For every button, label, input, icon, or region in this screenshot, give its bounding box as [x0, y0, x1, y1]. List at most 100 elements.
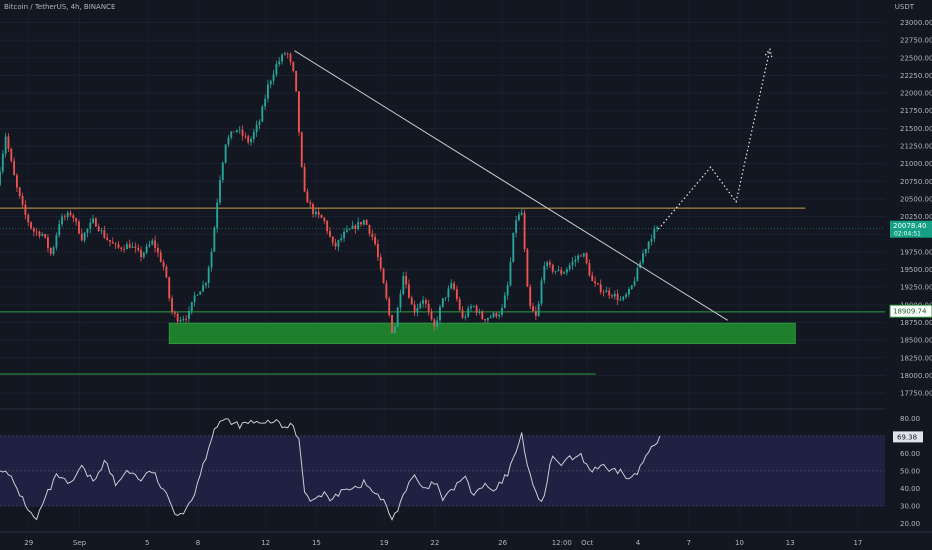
candle-body: [337, 240, 340, 247]
candle-body: [391, 314, 393, 333]
candle-body: [255, 124, 258, 133]
candle-body: [10, 148, 13, 161]
candle-body: [379, 257, 382, 269]
candle-body: [368, 224, 371, 234]
candle-body: [289, 53, 292, 62]
candle-body: [461, 309, 464, 318]
candle-body: [269, 80, 272, 85]
price-tick-label: 20750.00: [900, 178, 932, 186]
candle-body: [75, 218, 78, 222]
candle-body: [193, 295, 196, 302]
candle-body: [13, 160, 16, 176]
candle-body: [298, 91, 300, 133]
candle-body: [450, 283, 453, 289]
candle-body: [455, 289, 458, 300]
candle-body: [374, 236, 377, 244]
candle-body: [21, 196, 24, 205]
candle-body: [92, 218, 94, 223]
marked-level-label: 18909.74: [893, 308, 927, 316]
candle-body: [252, 132, 255, 139]
candle-body: [109, 240, 111, 242]
price-tick-label: 18000.00: [900, 372, 932, 380]
candle-body: [472, 305, 475, 307]
price-tick-label: 21500.00: [900, 125, 932, 133]
candle-body: [537, 303, 540, 316]
rsi-tick-label: 20.00: [900, 520, 920, 528]
candle-body: [157, 247, 159, 253]
candle-body: [303, 166, 306, 192]
rsi-value-label: 69.38: [897, 433, 917, 441]
candle-body: [238, 129, 241, 131]
marked-level-tag: [889, 304, 932, 318]
candle-body: [159, 252, 162, 263]
price-tick-label: 18500.00: [900, 337, 932, 345]
candle-body: [371, 233, 374, 237]
candle-body: [78, 221, 80, 234]
candle-body: [365, 220, 368, 225]
candle-body: [196, 294, 199, 296]
candle-body: [594, 281, 597, 284]
candle-body: [89, 222, 92, 229]
candle-body: [213, 227, 216, 252]
last-price-tag: [890, 220, 932, 238]
time-tick-label: 12:00: [552, 539, 572, 547]
price-tick-label: 17750.00: [900, 390, 932, 398]
candle-body: [636, 268, 639, 281]
candle-body: [128, 244, 131, 248]
candle-body: [627, 289, 630, 295]
candle-body: [568, 265, 571, 270]
candle-body: [470, 306, 472, 309]
candle-body: [86, 228, 89, 233]
price-tick-label: 20500.00: [900, 195, 932, 203]
projection-path: [657, 49, 771, 230]
candle-body: [534, 311, 537, 316]
candle-body: [171, 298, 173, 313]
candle-body: [467, 308, 470, 317]
candle-body: [492, 313, 495, 317]
candle-body: [506, 285, 509, 296]
rsi-tick-label: 50.00: [900, 467, 920, 475]
candle-body: [360, 222, 362, 225]
rsi-tick-label: 60.00: [900, 450, 920, 458]
candle-body: [498, 314, 501, 317]
price-tick-label: 19500.00: [900, 266, 932, 274]
candle-body: [393, 326, 396, 333]
candle-body: [549, 262, 551, 265]
candle-body: [343, 231, 346, 239]
candle-body: [320, 214, 323, 218]
candle-body: [560, 269, 563, 274]
candle-body: [532, 306, 534, 312]
candle-body: [422, 300, 424, 304]
candle-body: [642, 253, 644, 263]
candle-body: [650, 238, 653, 242]
candle-body: [644, 249, 647, 254]
price-tick-label: 20250.00: [900, 213, 932, 221]
candle-body: [630, 285, 633, 290]
candle-body: [458, 299, 461, 310]
candle-body: [611, 295, 613, 297]
candle-body: [526, 249, 529, 287]
price-tick-label: 19750.00: [900, 248, 932, 256]
candle-body: [272, 74, 275, 81]
candle-body: [106, 237, 109, 241]
candle-body: [509, 261, 512, 286]
candle-body: [554, 271, 557, 272]
candle-body: [1, 153, 4, 172]
candle-body: [80, 233, 83, 241]
candle-body: [515, 220, 518, 233]
candle-body: [495, 313, 498, 317]
candle-body: [100, 230, 103, 232]
candle-body: [520, 212, 523, 215]
candle-body: [484, 319, 487, 321]
candle-body: [142, 252, 145, 258]
candle-body: [61, 216, 63, 225]
candle-body: [94, 218, 97, 227]
candle-body: [475, 305, 478, 313]
candle-body: [227, 137, 230, 145]
candle-body: [278, 61, 281, 64]
candle-body: [616, 293, 619, 301]
candle-body: [4, 136, 7, 154]
candle-body: [354, 225, 357, 230]
candle-body: [185, 318, 188, 320]
